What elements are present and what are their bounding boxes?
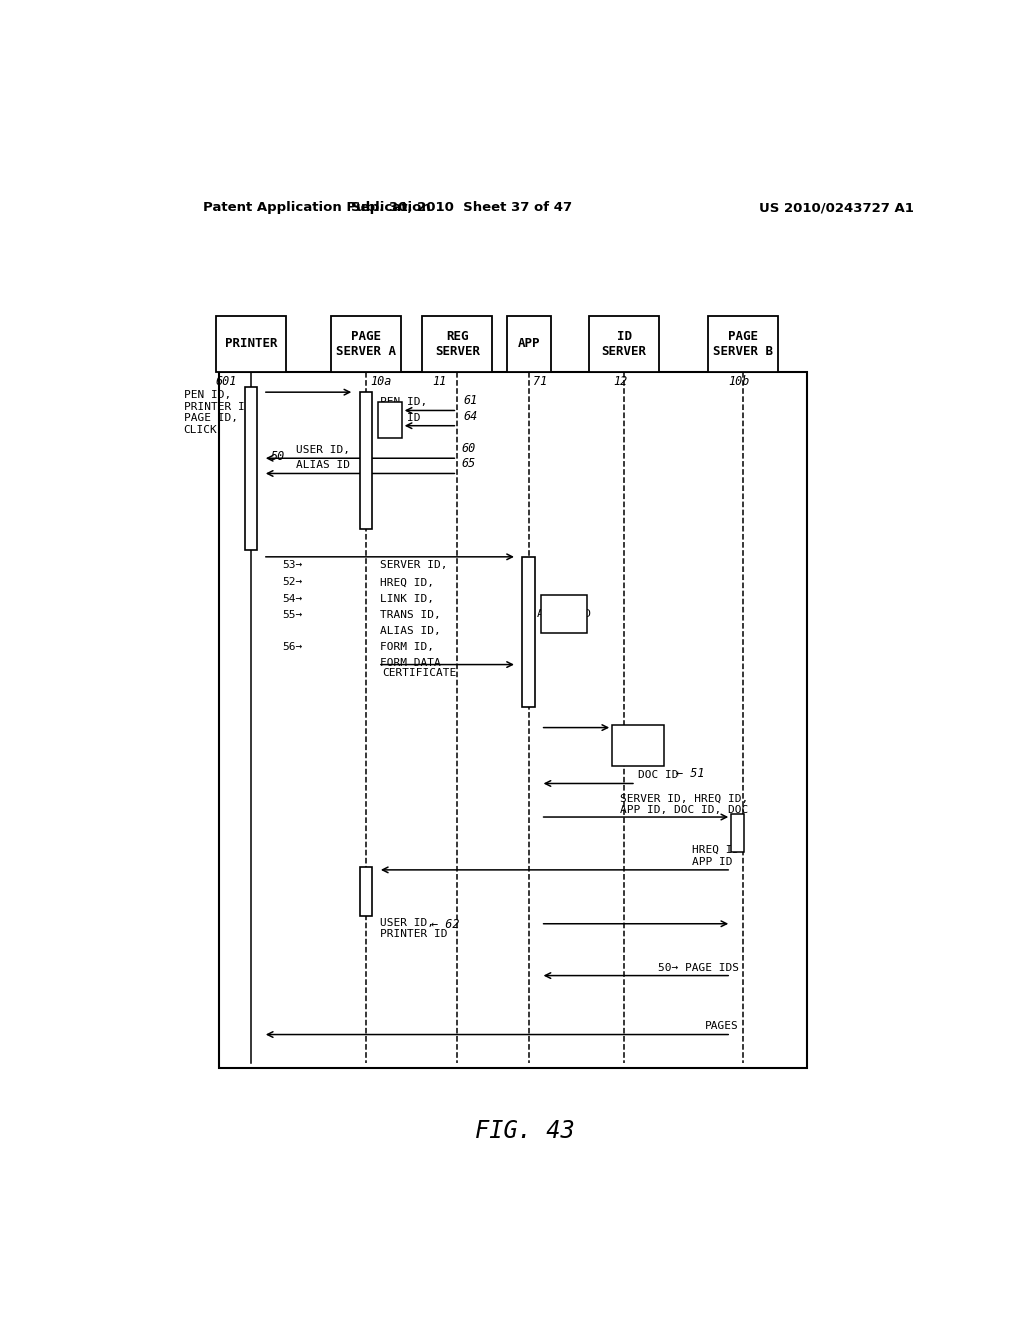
Text: 56→: 56→ <box>283 643 303 652</box>
Text: TRANS ID,: TRANS ID, <box>380 610 441 620</box>
Bar <box>245 387 257 549</box>
Text: 11: 11 <box>433 375 447 388</box>
Text: PEN ID,: PEN ID, <box>380 397 427 408</box>
Text: PAGES: PAGES <box>706 1022 739 1031</box>
Text: LINK ID,: LINK ID, <box>380 594 434 603</box>
Text: 12: 12 <box>613 375 627 388</box>
Text: APP ID: APP ID <box>380 413 420 422</box>
Text: 53→: 53→ <box>283 560 303 570</box>
Bar <box>731 814 743 851</box>
Text: USER ID,: USER ID, <box>296 445 350 455</box>
Bar <box>359 392 373 529</box>
Text: APP: APP <box>517 338 540 350</box>
Text: SERVER ID,: SERVER ID, <box>380 560 447 570</box>
Text: 60: 60 <box>461 442 475 455</box>
Text: PEN ID,
PRINTER ID,
PAGE ID,
CLICK: PEN ID, PRINTER ID, PAGE ID, CLICK <box>183 391 258 434</box>
Text: CERTIFICATE: CERTIFICATE <box>382 668 457 677</box>
Text: USER ID,
PRINTER ID: USER ID, PRINTER ID <box>380 917 447 940</box>
Text: PAGE
SERVER A: PAGE SERVER A <box>336 330 396 358</box>
Text: 65: 65 <box>461 458 475 470</box>
Text: ALIAS ID,: ALIAS ID, <box>380 626 441 636</box>
Text: PAGE
SERVER B: PAGE SERVER B <box>713 330 773 358</box>
Text: FORM DATA: FORM DATA <box>380 657 441 668</box>
Text: HREQ ID,: HREQ ID, <box>380 577 434 587</box>
Text: 64: 64 <box>464 409 478 422</box>
Text: FORM ID,: FORM ID, <box>380 643 434 652</box>
Text: 71: 71 <box>532 375 547 388</box>
Bar <box>216 315 286 372</box>
Bar <box>612 725 664 766</box>
Text: 10a: 10a <box>370 375 391 388</box>
Bar <box>541 595 587 634</box>
Bar <box>589 315 658 372</box>
Bar <box>359 867 373 916</box>
Text: ← 62: ← 62 <box>431 917 460 931</box>
Text: ← 51: ← 51 <box>676 767 705 780</box>
Text: ALIAS ID: ALIAS ID <box>296 461 350 470</box>
Text: 52→: 52→ <box>283 577 303 587</box>
Bar <box>331 315 401 372</box>
Text: 54→: 54→ <box>283 594 303 603</box>
Text: DOC ID: DOC ID <box>638 771 679 780</box>
Text: FIG. 43: FIG. 43 <box>475 1119 574 1143</box>
Text: "GET ID": "GET ID" <box>611 741 665 750</box>
Text: PRINTER: PRINTER <box>224 338 278 350</box>
Text: 601: 601 <box>215 375 237 388</box>
Text: 50→ PAGE IDS: 50→ PAGE IDS <box>658 962 739 973</box>
Text: SERVER ID, HREQ ID,
APP ID, DOC ID, DOC: SERVER ID, HREQ ID, APP ID, DOC ID, DOC <box>620 793 749 814</box>
Bar <box>423 315 493 372</box>
Text: ALIAS ID: ALIAS ID <box>537 610 591 619</box>
Text: Sep. 30, 2010  Sheet 37 of 47: Sep. 30, 2010 Sheet 37 of 47 <box>351 201 571 214</box>
Bar <box>219 372 807 1068</box>
Text: HREQ ID
APP ID: HREQ ID APP ID <box>692 845 739 867</box>
Bar <box>522 557 536 708</box>
Bar <box>709 315 778 372</box>
Text: 55→: 55→ <box>283 610 303 620</box>
Bar <box>378 403 401 438</box>
Text: 50: 50 <box>270 450 285 463</box>
Text: 61: 61 <box>464 395 478 408</box>
Text: Patent Application Publication: Patent Application Publication <box>204 201 431 214</box>
Text: 10b: 10b <box>728 375 750 388</box>
Text: REG
SERVER: REG SERVER <box>435 330 480 358</box>
Text: US 2010/0243727 A1: US 2010/0243727 A1 <box>759 201 913 214</box>
Bar <box>507 315 551 372</box>
Text: ID
SERVER: ID SERVER <box>601 330 646 358</box>
